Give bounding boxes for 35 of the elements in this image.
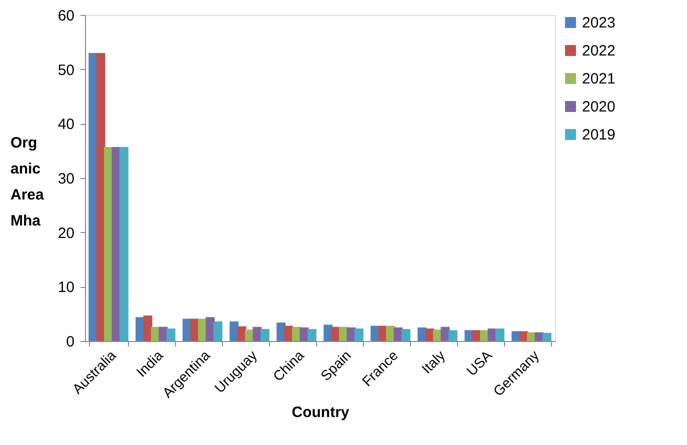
x-tick-label: USA [463, 346, 496, 379]
bar [252, 326, 262, 341]
bar [354, 328, 364, 341]
bar [206, 317, 215, 341]
legend-label: 2021 [582, 70, 616, 88]
y-tick-label: 0 [66, 334, 74, 350]
y-tick-label: 60 [58, 8, 74, 24]
bar [230, 321, 239, 341]
bar [300, 327, 309, 341]
bar [143, 315, 152, 341]
bar [307, 329, 316, 341]
bar [260, 329, 270, 341]
bar [276, 322, 286, 341]
bar [448, 330, 458, 341]
x-tick-label: Italy [418, 347, 448, 377]
y-tick-label: 50 [58, 62, 74, 79]
bar [495, 328, 504, 341]
x-axis-title: Country [292, 404, 350, 421]
legend-label: 2023 [582, 14, 616, 32]
y-tick-label: 10 [58, 279, 74, 296]
bar [542, 332, 552, 341]
y-tick-label: 30 [58, 170, 74, 188]
legend-label: 2020 [582, 98, 616, 116]
bar [166, 328, 176, 341]
legend-label: 2022 [582, 42, 616, 60]
bar [440, 326, 450, 341]
bar [324, 324, 333, 341]
y-axis-title: Org anic Area Mha [10, 134, 45, 230]
bar [401, 329, 410, 341]
y-tick-label: 20 [58, 224, 74, 242]
y-tick-label: 40 [58, 116, 74, 134]
legend-label: 2019 [582, 126, 616, 144]
bar [394, 327, 403, 341]
bar [213, 321, 222, 341]
bar [119, 147, 128, 341]
